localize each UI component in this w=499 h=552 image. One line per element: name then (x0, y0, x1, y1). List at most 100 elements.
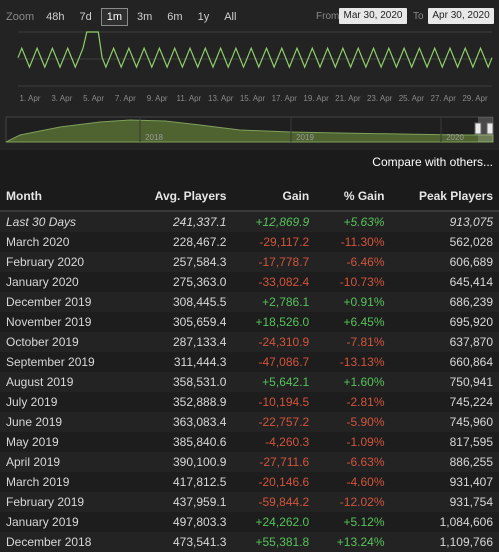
peak-players-cell: 695,920 (391, 312, 499, 332)
header-peak-players[interactable]: Peak Players (391, 182, 499, 211)
gain-cell: +5,642.1 (232, 372, 315, 392)
zoom-controls: Zoom 48h 7d 1m 3m 6m 1y All (6, 8, 245, 26)
gain-cell: +2,786.1 (232, 292, 315, 312)
header-avg-players[interactable]: Avg. Players (127, 182, 232, 211)
navigator-chart[interactable]: 2018 2019 2020 (0, 115, 499, 145)
gain-cell: +24,262.0 (232, 512, 315, 532)
avg-players-cell: 390,100.9 (127, 452, 232, 472)
avg-players-cell: 437,959.1 (127, 492, 232, 512)
avg-players-cell: 308,445.5 (127, 292, 232, 312)
from-date-input[interactable]: Mar 30, 2020 (339, 8, 407, 24)
avg-players-cell: 241,337.1 (127, 211, 232, 232)
navigator-year-label: 2018 (145, 133, 163, 142)
peak-players-cell: 1,084,606 (391, 512, 499, 532)
header-pct-gain[interactable]: % Gain (315, 182, 390, 211)
x-tick-label: 7. Apr (115, 94, 136, 103)
gain-cell: -59,844.2 (232, 492, 315, 512)
peak-players-cell: 931,407 (391, 472, 499, 492)
month-cell: January 2019 (0, 512, 127, 532)
x-tick-label: 13. Apr (208, 94, 234, 103)
x-tick-label: 25. Apr (399, 94, 425, 103)
pct-gain-cell: +1.60% (315, 372, 390, 392)
pct-gain-cell: +13.24% (315, 532, 390, 552)
zoom-7d-button[interactable]: 7d (73, 8, 97, 26)
peak-players-cell: 886,255 (391, 452, 499, 472)
zoom-6m-button[interactable]: 6m (161, 8, 188, 26)
x-tick-label: 23. Apr (367, 94, 393, 103)
avg-players-cell: 497,803.3 (127, 512, 232, 532)
month-cell: January 2020 (0, 272, 127, 292)
avg-players-cell: 311,444.3 (127, 352, 232, 372)
peak-players-cell: 913,075 (391, 211, 499, 232)
avg-players-cell: 228,467.2 (127, 232, 232, 252)
month-cell: December 2018 (0, 532, 127, 552)
gain-cell: -10,194.5 (232, 392, 315, 412)
pct-gain-cell: -2.81% (315, 392, 390, 412)
from-label: From (316, 11, 339, 22)
month-cell: October 2019 (0, 332, 127, 352)
month-cell: May 2019 (0, 432, 127, 452)
peak-players-cell: 750,941 (391, 372, 499, 392)
zoom-label: Zoom (6, 11, 34, 23)
to-date-input[interactable]: Apr 30, 2020 (428, 8, 494, 24)
header-gain[interactable]: Gain (232, 182, 315, 211)
x-tick-label: 21. Apr (335, 94, 361, 103)
x-tick-label: 9. Apr (147, 94, 168, 103)
zoom-3m-button[interactable]: 3m (131, 8, 158, 26)
avg-players-cell: 257,584.3 (127, 252, 232, 272)
zoom-1y-button[interactable]: 1y (192, 8, 216, 26)
x-tick-label: 27. Apr (431, 94, 457, 103)
avg-players-cell: 417,812.5 (127, 472, 232, 492)
zoom-48h-button[interactable]: 48h (40, 8, 70, 26)
pct-gain-cell: -1.09% (315, 432, 390, 452)
month-cell: August 2019 (0, 372, 127, 392)
avg-players-cell: 358,531.0 (127, 372, 232, 392)
gain-cell: -4,260.3 (232, 432, 315, 452)
avg-players-cell: 352,888.9 (127, 392, 232, 412)
zoom-all-button[interactable]: All (218, 8, 242, 26)
monthly-stats-table: Month Avg. Players Gain % Gain Peak Play… (0, 182, 499, 552)
month-cell: March 2020 (0, 232, 127, 252)
gain-cell: -17,778.7 (232, 252, 315, 272)
compare-link[interactable]: Compare with others... (372, 155, 493, 169)
peak-players-cell: 745,960 (391, 412, 499, 432)
pct-gain-cell: -5.90% (315, 412, 390, 432)
gain-cell: -33,082.4 (232, 272, 315, 292)
x-tick-label: 15. Apr (240, 94, 266, 103)
peak-players-cell: 660,864 (391, 352, 499, 372)
month-cell: June 2019 (0, 412, 127, 432)
avg-players-cell: 287,133.4 (127, 332, 232, 352)
navigator-year-label: 2019 (296, 133, 314, 142)
month-cell: July 2019 (0, 392, 127, 412)
zoom-1m-button[interactable]: 1m (101, 8, 128, 26)
peak-players-cell: 1,109,766 (391, 532, 499, 552)
gain-cell: +55,381.8 (232, 532, 315, 552)
gain-cell: -22,757.2 (232, 412, 315, 432)
month-cell: November 2019 (0, 312, 127, 332)
month-cell: December 2019 (0, 292, 127, 312)
gain-cell: -27,711.6 (232, 452, 315, 472)
month-cell: February 2019 (0, 492, 127, 512)
pct-gain-cell: -10.73% (315, 272, 390, 292)
gain-cell: +18,526.0 (232, 312, 315, 332)
month-cell: April 2019 (0, 452, 127, 472)
pct-gain-cell: +5.63% (315, 211, 390, 232)
x-tick-label: 19. Apr (303, 94, 329, 103)
avg-players-cell: 275,363.0 (127, 272, 232, 292)
pct-gain-cell: -6.46% (315, 252, 390, 272)
navigator-year-label: 2020 (446, 133, 464, 142)
table-header-row: Month Avg. Players Gain % Gain Peak Play… (0, 182, 499, 211)
peak-players-cell: 686,239 (391, 292, 499, 312)
header-month[interactable]: Month (0, 182, 127, 211)
x-tick-label: 11. Apr (177, 94, 202, 103)
